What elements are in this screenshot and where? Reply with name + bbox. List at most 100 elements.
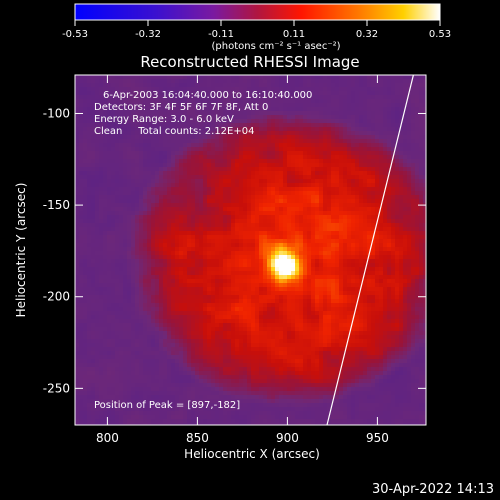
heatmap-pixel [195, 295, 199, 299]
heatmap-pixel [75, 103, 79, 107]
heatmap-pixel [207, 151, 211, 155]
heatmap-pixel [247, 215, 251, 219]
heatmap-pixel [155, 199, 159, 203]
heatmap-pixel [167, 179, 171, 183]
heatmap-pixel [367, 127, 371, 131]
heatmap-pixel [119, 79, 123, 83]
heatmap-pixel [355, 295, 359, 299]
heatmap-pixel [383, 183, 387, 187]
heatmap-pixel [171, 151, 175, 155]
heatmap-pixel [159, 275, 163, 279]
heatmap-pixel [263, 143, 267, 147]
heatmap-pixel [299, 271, 303, 275]
heatmap-pixel [299, 235, 303, 239]
heatmap-pixel [255, 159, 259, 163]
heatmap-pixel [267, 167, 271, 171]
heatmap-pixel [207, 279, 211, 283]
heatmap-pixel [399, 259, 403, 263]
heatmap-pixel [271, 167, 275, 171]
heatmap-pixel [87, 83, 91, 87]
heatmap-pixel [91, 255, 95, 259]
heatmap-pixel [255, 191, 259, 195]
heatmap-pixel [299, 131, 303, 135]
heatmap-pixel [83, 131, 87, 135]
heatmap-pixel [283, 283, 287, 287]
heatmap-pixel [283, 263, 287, 267]
heatmap-pixel [347, 91, 351, 95]
heatmap-pixel [307, 103, 311, 107]
heatmap-pixel [107, 187, 111, 191]
heatmap-pixel [359, 103, 363, 107]
heatmap-pixel [163, 91, 167, 95]
heatmap-pixel [263, 271, 267, 275]
heatmap-pixel [235, 223, 239, 227]
heatmap-pixel [159, 231, 163, 235]
heatmap-pixel [399, 143, 403, 147]
heatmap-pixel [359, 231, 363, 235]
heatmap-pixel [371, 155, 375, 159]
heatmap-pixel [315, 159, 319, 163]
heatmap-pixel [251, 183, 255, 187]
heatmap-pixel [139, 279, 143, 283]
heatmap-pixel [87, 91, 91, 95]
heatmap-pixel [91, 99, 95, 103]
heatmap-pixel [283, 231, 287, 235]
heatmap-pixel [111, 187, 115, 191]
heatmap-pixel [151, 207, 155, 211]
heatmap-pixel [399, 235, 403, 239]
heatmap-pixel [119, 231, 123, 235]
heatmap-pixel [119, 283, 123, 287]
heatmap-pixel [403, 203, 407, 207]
heatmap-pixel [127, 143, 131, 147]
heatmap-pixel [247, 83, 251, 87]
heatmap-pixel [283, 91, 287, 95]
heatmap-pixel [99, 99, 103, 103]
heatmap-pixel [315, 295, 319, 299]
heatmap-pixel [383, 103, 387, 107]
heatmap-pixel [179, 95, 183, 99]
heatmap-pixel [391, 135, 395, 139]
heatmap-pixel [251, 295, 255, 299]
heatmap-pixel [131, 155, 135, 159]
heatmap-pixel [399, 287, 403, 291]
heatmap-pixel [167, 75, 171, 79]
heatmap-pixel [287, 159, 291, 163]
heatmap-pixel [123, 279, 127, 283]
heatmap-pixel [199, 267, 203, 271]
heatmap-pixel [99, 199, 103, 203]
heatmap-pixel [103, 179, 107, 183]
heatmap-pixel [175, 203, 179, 207]
heatmap-pixel [147, 127, 151, 131]
heatmap-pixel [139, 151, 143, 155]
heatmap-pixel [211, 211, 215, 215]
heatmap-pixel [179, 275, 183, 279]
heatmap-pixel [287, 115, 291, 119]
heatmap-pixel [319, 283, 323, 287]
heatmap-pixel [251, 179, 255, 183]
heatmap-pixel [95, 83, 99, 87]
heatmap-pixel [223, 283, 227, 287]
heatmap-pixel [203, 251, 207, 255]
heatmap-pixel [291, 163, 295, 167]
heatmap-pixel [115, 259, 119, 263]
heatmap-pixel [259, 147, 263, 151]
heatmap-pixel [175, 239, 179, 243]
heatmap-pixel [319, 151, 323, 155]
heatmap-pixel [107, 259, 111, 263]
heatmap-pixel [203, 275, 207, 279]
heatmap-pixel [159, 283, 163, 287]
heatmap-pixel [279, 103, 283, 107]
heatmap-pixel [379, 271, 383, 275]
heatmap-pixel [355, 279, 359, 283]
heatmap-pixel [399, 203, 403, 207]
heatmap-pixel [275, 119, 279, 123]
heatmap-pixel [263, 279, 267, 283]
heatmap-pixel [235, 207, 239, 211]
heatmap-pixel [343, 279, 347, 283]
heatmap-pixel [407, 107, 411, 111]
heatmap-pixel [159, 243, 163, 247]
heatmap-pixel [119, 251, 123, 255]
heatmap-pixel [335, 263, 339, 267]
heatmap-pixel [171, 287, 175, 291]
heatmap-pixel [335, 271, 339, 275]
